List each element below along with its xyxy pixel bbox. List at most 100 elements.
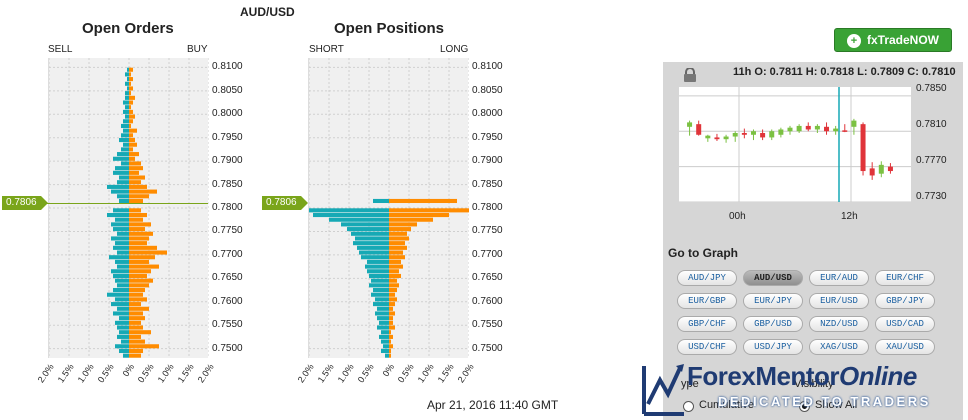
price-tick-label: 0.8100 [212, 61, 243, 73]
candlestick-chart[interactable] [679, 87, 911, 203]
pair-button-xag-usd[interactable]: XAG/USD [809, 339, 869, 355]
x-tick-label: 1.5% [176, 362, 197, 385]
buy-bar [129, 198, 143, 204]
price-tick-label: 0.7500 [212, 342, 243, 354]
long-bar [389, 302, 395, 307]
buy-bar [129, 255, 155, 260]
mini-y-tick: 0.7730 [916, 191, 947, 202]
buy-bar [129, 105, 131, 110]
long-bar [389, 250, 403, 255]
buy-bar [129, 231, 153, 236]
pair-button-nzd-usd[interactable]: NZD/USD [809, 316, 869, 332]
candle-body [696, 124, 702, 135]
buy-bar [129, 292, 143, 297]
sell-bar [125, 81, 129, 86]
buy-bar [129, 161, 141, 166]
buy-bar [129, 316, 145, 321]
pair-button-eur-usd[interactable]: EUR/USD [809, 293, 869, 309]
sell-bar [125, 91, 129, 96]
long-bar [389, 264, 403, 269]
sell-bar [121, 123, 129, 129]
current-price-flag-positions: 0.7806 [262, 196, 308, 210]
price-tick-label: 0.8050 [212, 84, 243, 96]
sell-bar [111, 222, 129, 227]
short-bar [365, 264, 389, 269]
buy-bar [129, 67, 133, 72]
sell-bar [111, 236, 129, 241]
sell-bar [121, 147, 129, 152]
pair-button-gbp-chf[interactable]: GBP/CHF [677, 316, 737, 332]
show-all-radio[interactable] [799, 401, 810, 412]
forex-mentor-logo: ForexMentorOnline DEDICATED TO TRADERS [640, 360, 964, 420]
x-tick-label: 2.0% [296, 362, 317, 385]
pair-button-usd-jpy[interactable]: USD/JPY [743, 339, 803, 355]
visibility-label: Visibility [794, 378, 834, 390]
sell-bar [107, 292, 129, 297]
candle-body [805, 125, 811, 130]
sell-bar [127, 67, 129, 72]
long-bar [389, 287, 397, 293]
pair-button-xau-usd[interactable]: XAU/USD [875, 339, 935, 355]
sell-bar [117, 264, 129, 269]
buy-bar [129, 128, 137, 133]
long-bar [389, 353, 391, 358]
buy-bar [129, 180, 141, 185]
buy-bar [129, 278, 153, 283]
long-bar [389, 306, 393, 311]
fxtradenow-label: fxTradeNOW [867, 33, 940, 47]
candle-body [796, 125, 802, 132]
pair-button-usd-cad[interactable]: USD/CAD [875, 316, 935, 332]
sell-bar [115, 259, 129, 264]
cumulative-radio[interactable] [683, 401, 694, 412]
sell-bar [117, 152, 129, 157]
pair-button-eur-chf[interactable]: EUR/CHF [875, 270, 935, 286]
sell-bar [107, 212, 129, 218]
pair-button-gbp-usd[interactable]: GBP/USD [743, 316, 803, 332]
pair-button-eur-jpy[interactable]: EUR/JPY [743, 293, 803, 309]
sell-bar [117, 325, 129, 330]
short-bar [309, 208, 389, 213]
buy-bar [129, 208, 141, 213]
x-tick-label: 2.0% [196, 362, 217, 385]
long-bar [389, 227, 411, 232]
price-tick-label: 0.8050 [472, 84, 503, 96]
buy-bar [129, 339, 145, 344]
sell-bar [113, 227, 129, 232]
sell-bar [115, 344, 129, 349]
short-bar [375, 297, 389, 302]
long-bar [389, 236, 409, 241]
buy-bar [129, 353, 141, 358]
sell-bar [107, 184, 129, 189]
short-bar [373, 302, 389, 307]
pair-button-grid: AUD/JPY AUD/USD EUR/AUD EUR/CHF EUR/GBP … [677, 270, 947, 355]
price-tick-label: 0.7650 [212, 272, 243, 284]
lock-icon[interactable] [683, 68, 697, 82]
sell-bar [111, 302, 129, 307]
x-tick-label: 1.5% [436, 362, 457, 385]
buy-bar [129, 212, 147, 218]
pair-button-gbp-jpy[interactable]: GBP/JPY [875, 293, 935, 309]
pair-button-aud-jpy[interactable]: AUD/JPY [677, 270, 737, 286]
pair-button-usd-chf[interactable]: USD/CHF [677, 339, 737, 355]
long-bar [389, 278, 397, 283]
long-bar [389, 245, 407, 250]
short-bar [359, 250, 389, 255]
short-bar [373, 198, 389, 204]
mini-x-tick: 12h [841, 211, 858, 222]
pair-button-aud-usd[interactable]: AUD/USD [743, 270, 803, 286]
candle-body [860, 124, 866, 172]
candle-body [723, 136, 729, 140]
open-positions-title: Open Positions [334, 20, 445, 37]
buy-bar [129, 156, 135, 161]
price-tick-label: 0.7900 [212, 155, 243, 167]
candle-body [851, 120, 857, 127]
go-to-graph-label: Go to Graph [668, 246, 738, 260]
long-bar [389, 311, 395, 316]
fxtradenow-button[interactable]: + fxTradeNOW [834, 28, 952, 52]
price-tick-label: 0.7700 [212, 248, 243, 260]
pair-button-eur-aud[interactable]: EUR/AUD [809, 270, 869, 286]
pair-button-eur-gbp[interactable]: EUR/GBP [677, 293, 737, 309]
sell-bar [117, 194, 129, 199]
x-tick-label: 1.5% [316, 362, 337, 385]
short-bar [371, 292, 389, 297]
